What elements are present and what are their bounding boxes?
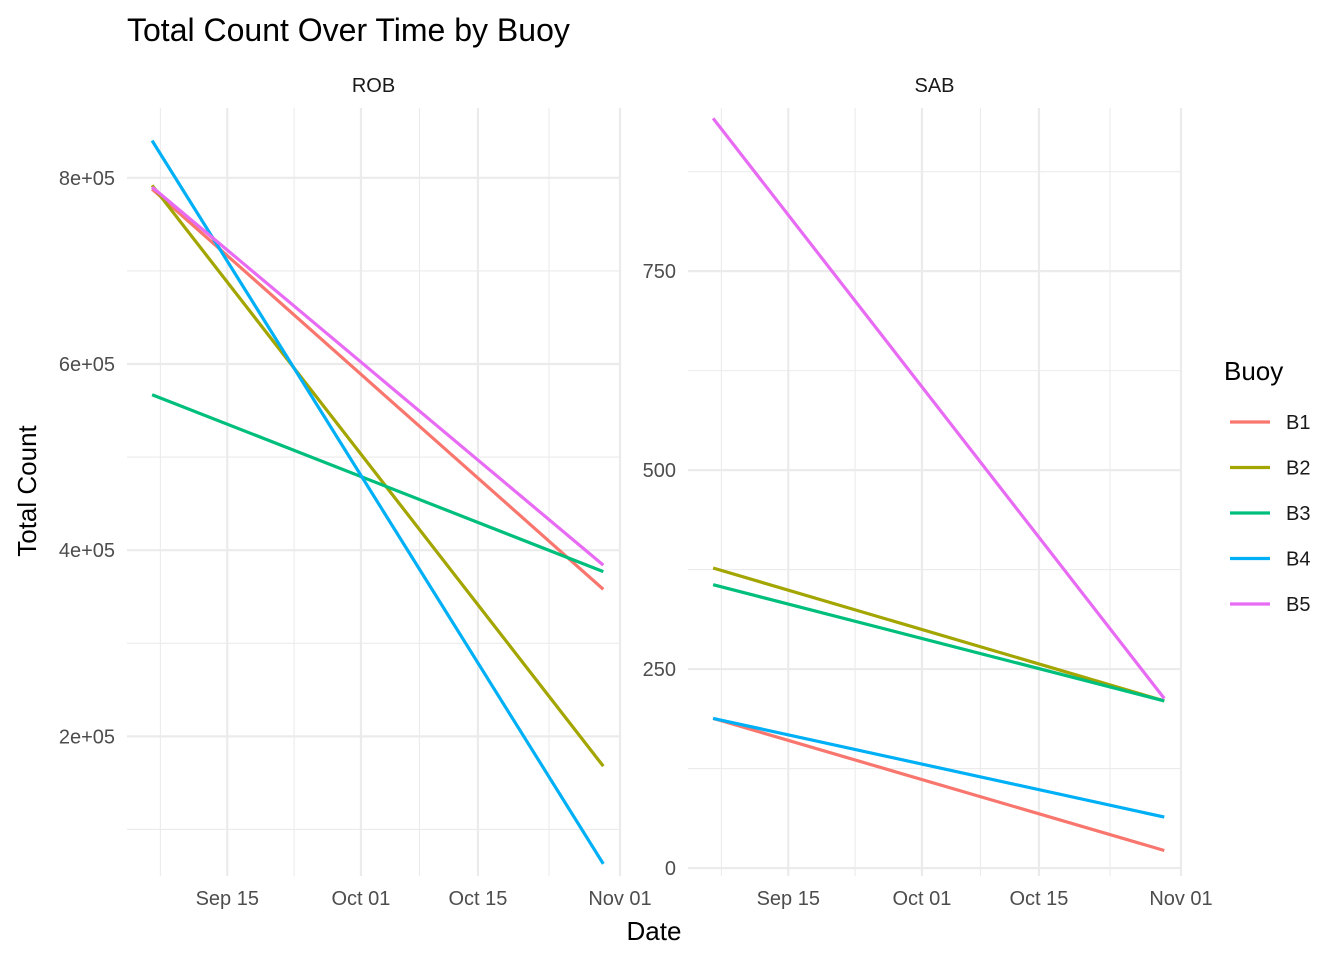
panel-rob-grid — [127, 108, 622, 876]
y-tick-label: 4e+05 — [59, 540, 115, 562]
x-tick-label: Oct 15 — [1009, 888, 1068, 910]
legend-label-b4: B4 — [1286, 549, 1310, 571]
panel-sab-x-ticks: Sep 15 Oct 01 Oct 15 Nov 01 — [757, 888, 1213, 910]
legend-label-b2: B2 — [1286, 458, 1310, 480]
x-tick-label: Nov 01 — [588, 888, 651, 910]
chart-title: Total Count Over Time by Buoy — [127, 12, 570, 48]
panel-rob: ROB 2e+05 4e+05 6e+05 8e+05 Sep 15 Oct 01 Oct… — [59, 75, 652, 910]
legend-label-b1: B1 — [1286, 412, 1310, 434]
x-tick-label: Nov 01 — [1149, 888, 1212, 910]
y-tick-label: 750 — [643, 261, 676, 283]
y-axis-title: Total Count — [12, 424, 42, 556]
legend-label-b5: B5 — [1286, 594, 1310, 616]
y-tick-label: 500 — [643, 460, 676, 482]
facet-title-rob: ROB — [352, 75, 395, 97]
x-tick-label: Sep 15 — [196, 888, 259, 910]
series-line-rob-b5 — [151, 185, 605, 567]
series-line-rob-b2 — [150, 184, 605, 768]
facet-title-sab: SAB — [914, 75, 954, 97]
panel-sab-y-ticks: 0 250 500 750 — [643, 261, 676, 880]
series-line-sab-b5 — [711, 117, 1166, 700]
y-tick-label: 0 — [665, 858, 676, 880]
x-tick-label: Oct 15 — [448, 888, 507, 910]
series-line-sab-b3 — [712, 583, 1165, 703]
panel-sab-series — [711, 117, 1166, 853]
series-line-sab-b2 — [712, 566, 1165, 703]
legend: Buoy B1 B2 B3 B4 B5 — [1224, 356, 1310, 616]
series-line-rob-b4 — [150, 139, 605, 865]
series-line-sab-b4 — [712, 716, 1165, 819]
legend-label-b3: B3 — [1286, 503, 1310, 525]
y-tick-label: 6e+05 — [59, 354, 115, 376]
x-axis-title: Date — [627, 916, 682, 946]
panel-rob-series — [150, 139, 605, 865]
y-tick-label: 250 — [643, 659, 676, 681]
series-line-rob-b1 — [151, 187, 605, 591]
y-tick-label: 2e+05 — [59, 726, 115, 748]
y-tick-label: 8e+05 — [59, 168, 115, 190]
panel-rob-x-ticks: Sep 15 Oct 01 Oct 15 Nov 01 — [196, 888, 652, 910]
x-tick-label: Oct 01 — [332, 888, 391, 910]
series-line-rob-b3 — [151, 393, 604, 574]
panel-rob-y-ticks: 2e+05 4e+05 6e+05 8e+05 — [59, 168, 115, 749]
legend-items: B1 B2 B3 B4 B5 — [1230, 412, 1310, 616]
panel-sab: SAB 0 250 500 750 Sep 15 Oct 01 Oct 15 Nov 01 — [643, 75, 1213, 910]
panel-sab-grid — [688, 108, 1183, 876]
series-line-sab-b1 — [712, 716, 1165, 853]
x-tick-label: Oct 01 — [893, 888, 952, 910]
x-tick-label: Sep 15 — [757, 888, 820, 910]
legend-title: Buoy — [1224, 356, 1283, 386]
